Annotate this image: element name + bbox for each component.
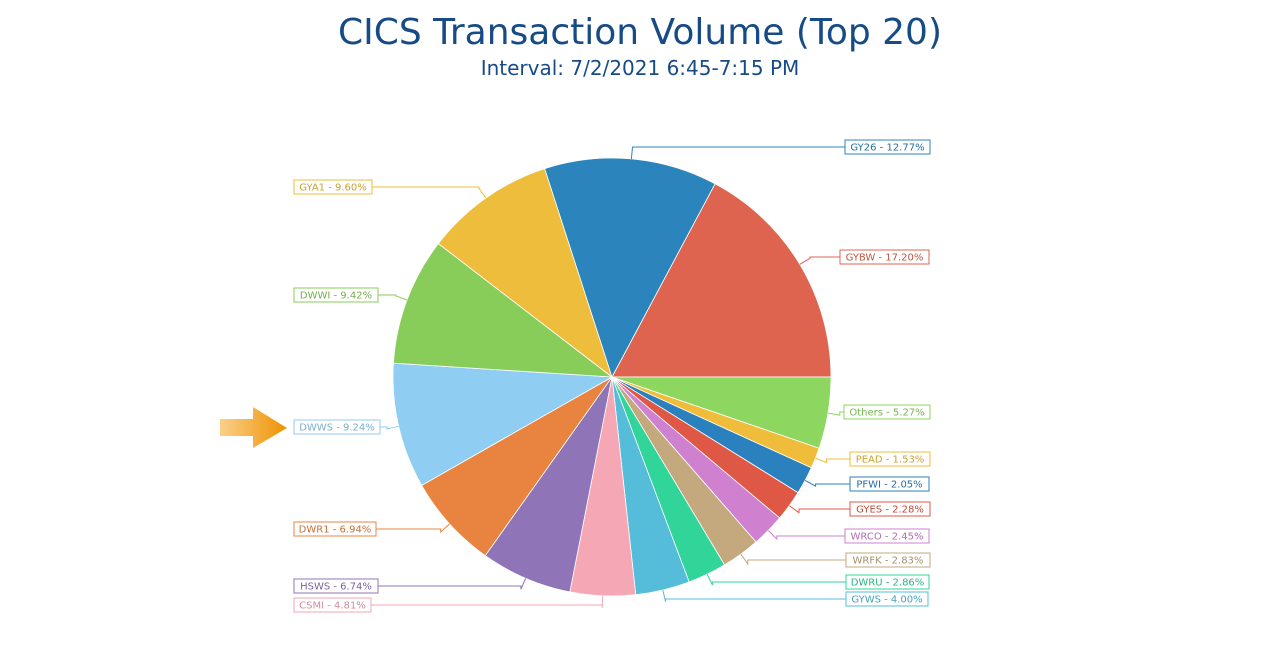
slice-label-hsws: HSWS - 6.74% xyxy=(300,582,372,593)
slice-label-pfwi: PFWI - 2.05% xyxy=(856,480,922,491)
chart-subtitle: Interval: 7/2/2021 6:45-7:15 PM xyxy=(480,56,800,80)
callout-line-gyes xyxy=(788,505,850,514)
callout-box-dwr1 xyxy=(293,521,377,537)
callout-box-gya1 xyxy=(293,179,373,195)
callout-line-wrco xyxy=(767,530,845,541)
callout-line-csmi xyxy=(371,595,604,608)
callout-box-gyws xyxy=(845,591,929,607)
callout-line-gy26 xyxy=(630,146,845,159)
slice-label-dwws: DWWS - 9.24% xyxy=(299,423,375,434)
callout-box-pfwi xyxy=(849,476,930,492)
slice-label-gya1: GYA1 - 9.60% xyxy=(299,183,367,194)
callout-line-dwwi xyxy=(378,294,408,301)
callout-line-hsws xyxy=(378,578,527,590)
callout-line-wrfk xyxy=(740,553,846,566)
pie-slices xyxy=(392,157,832,597)
callout-box-dwws xyxy=(293,419,381,435)
callout-line-dwr1 xyxy=(376,523,450,534)
slice-label-gybw: GYBW - 17.20% xyxy=(846,253,924,264)
slice-label-pead: PEAD - 1.53% xyxy=(856,455,925,466)
callout-line-gya1 xyxy=(372,186,487,199)
pie-slice-dwws[interactable] xyxy=(392,362,614,486)
callout-box-others xyxy=(843,404,931,420)
callout-box-wrfk xyxy=(845,552,931,568)
slice-label-gyws: GYWS - 4.00% xyxy=(851,595,922,606)
callout-box-dwru xyxy=(845,574,930,590)
callout-line-dwru xyxy=(706,573,846,586)
callout-box-gybw xyxy=(839,249,930,265)
orange-arrow-icon xyxy=(220,407,287,448)
callout-line-dwws xyxy=(380,425,399,430)
pie-slice-gy26[interactable] xyxy=(544,157,716,379)
callout-box-wrco xyxy=(844,528,930,544)
pie-slice-gybw[interactable] xyxy=(611,183,832,378)
chart-title: CICS Transaction Volume (Top 20) xyxy=(337,12,942,53)
callout-line-others xyxy=(827,411,844,416)
callout-box-pead xyxy=(849,451,931,467)
callout-line-pead xyxy=(815,457,850,464)
callout-box-gy26 xyxy=(844,139,931,155)
slice-label-wrco: WRCO - 2.45% xyxy=(851,532,924,543)
callout-box-dwwi xyxy=(293,287,379,303)
slice-label-others: Others - 5.27% xyxy=(849,408,924,419)
callout-box-gyes xyxy=(849,501,931,517)
slice-label-dwr1: DWR1 - 6.94% xyxy=(299,525,372,536)
pie-slice-dwwi[interactable] xyxy=(393,243,614,378)
slice-label-wrfk: WRFK - 2.83% xyxy=(853,556,924,567)
pie-callouts: GYBW - 17.20% Others - 5.27% PEAD - 1.53% P… xyxy=(293,139,931,613)
callout-line-gybw xyxy=(799,256,840,265)
callout-line-gyws xyxy=(662,589,846,602)
pie-slice-gya1[interactable] xyxy=(437,168,613,379)
slice-label-dwru: DWRU - 2.86% xyxy=(851,578,925,589)
slice-label-csmi: CSMI - 4.81% xyxy=(299,601,366,612)
callout-box-csmi xyxy=(293,597,372,613)
callout-line-pfwi xyxy=(804,479,850,487)
slice-label-gyes: GYES - 2.28% xyxy=(856,505,924,516)
slice-label-dwwi: DWWI - 9.42% xyxy=(300,291,372,302)
callout-box-hsws xyxy=(293,578,379,594)
slice-label-gy26: GY26 - 12.77% xyxy=(850,143,924,154)
